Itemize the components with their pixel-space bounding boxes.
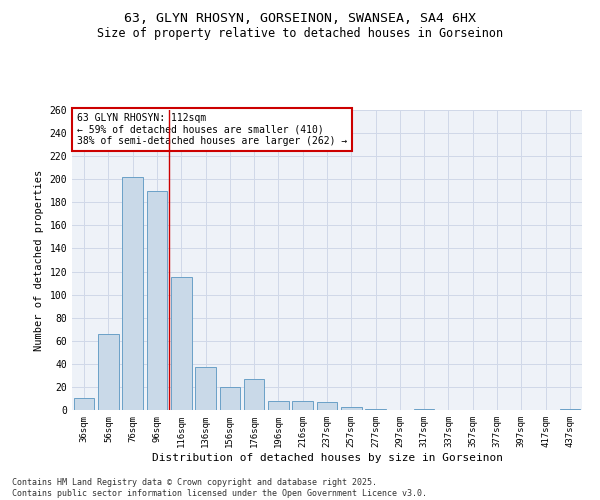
X-axis label: Distribution of detached houses by size in Gorseinon: Distribution of detached houses by size … xyxy=(151,452,503,462)
Bar xyxy=(292,401,313,410)
Bar xyxy=(244,379,265,410)
Bar xyxy=(122,177,143,410)
Text: 63, GLYN RHOSYN, GORSEINON, SWANSEA, SA4 6HX: 63, GLYN RHOSYN, GORSEINON, SWANSEA, SA4… xyxy=(124,12,476,26)
Bar xyxy=(74,398,94,410)
Bar xyxy=(414,409,434,410)
Bar xyxy=(341,406,362,410)
Bar xyxy=(171,278,191,410)
Bar xyxy=(268,401,289,410)
Text: Size of property relative to detached houses in Gorseinon: Size of property relative to detached ho… xyxy=(97,28,503,40)
Bar xyxy=(98,334,119,410)
Text: 63 GLYN RHOSYN: 112sqm
← 59% of detached houses are smaller (410)
38% of semi-de: 63 GLYN RHOSYN: 112sqm ← 59% of detached… xyxy=(77,113,347,146)
Text: Contains HM Land Registry data © Crown copyright and database right 2025.
Contai: Contains HM Land Registry data © Crown c… xyxy=(12,478,427,498)
Y-axis label: Number of detached properties: Number of detached properties xyxy=(34,170,44,350)
Bar xyxy=(146,191,167,410)
Bar xyxy=(220,387,240,410)
Bar xyxy=(317,402,337,410)
Bar xyxy=(195,368,216,410)
Bar xyxy=(365,409,386,410)
Bar xyxy=(560,409,580,410)
